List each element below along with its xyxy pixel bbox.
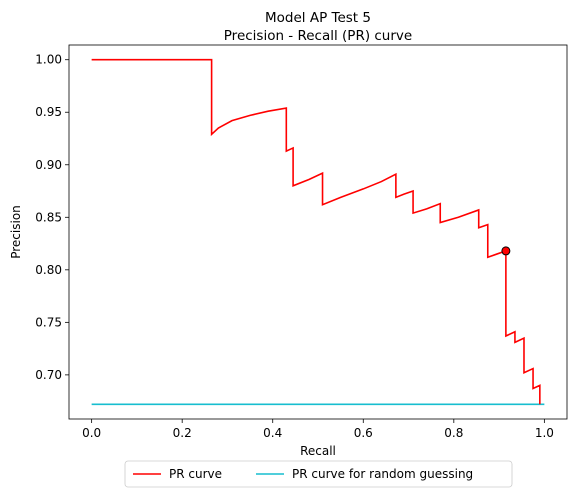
y-tick-label: 0.80 — [35, 263, 62, 277]
x-tick-label: 0.6 — [354, 426, 373, 440]
y-tick-label: 0.75 — [35, 315, 62, 329]
x-axis-label: Recall — [300, 444, 336, 458]
x-axis-ticks: 0.0 0.2 0.4 0.6 0.8 1.0 — [82, 419, 554, 440]
x-tick-label: 0.4 — [263, 426, 282, 440]
y-tick-label: 0.95 — [35, 105, 62, 119]
chart-subtitle: Precision - Recall (PR) curve — [224, 28, 412, 44]
y-tick-label: 1.00 — [35, 53, 62, 67]
legend-box — [124, 460, 513, 488]
x-tick-label: 0.8 — [444, 426, 463, 440]
y-tick-label: 0.85 — [35, 210, 62, 224]
plot-area-frame — [68, 44, 568, 420]
legend-label-pr-curve: PR curve — [169, 467, 222, 481]
x-tick-label: 0.2 — [173, 426, 192, 440]
y-axis-ticks: 0.70 0.75 0.80 0.85 0.90 0.95 1.00 — [35, 53, 69, 382]
legend: PR curve PR curve for random guessing — [124, 460, 513, 488]
legend-label-random-guessing: PR curve for random guessing — [292, 467, 473, 481]
chart-title: Model AP Test 5 — [265, 10, 371, 26]
series-layer — [91, 58, 545, 406]
y-axis-label: Precision — [9, 205, 23, 259]
y-tick-label: 0.70 — [35, 368, 62, 382]
pr-curve-line — [91, 58, 541, 405]
x-tick-label: 0.0 — [82, 426, 101, 440]
x-tick-label: 1.0 — [535, 426, 554, 440]
best-threshold-marker — [501, 246, 511, 256]
y-tick-label: 0.90 — [35, 158, 62, 172]
